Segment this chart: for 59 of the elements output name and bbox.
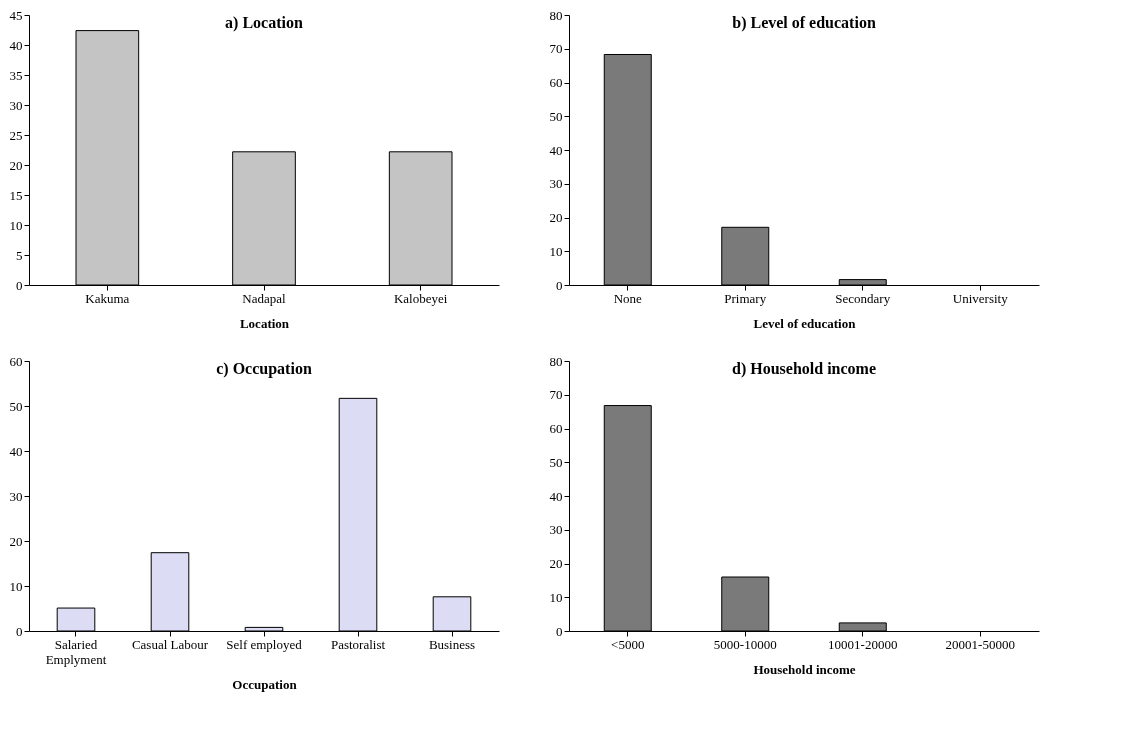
x-tick-label: Business bbox=[428, 636, 476, 652]
chart-title: b) Level of education bbox=[732, 14, 876, 32]
y-tick-label: 35 bbox=[9, 67, 23, 83]
y-tick-label: 40 bbox=[549, 142, 563, 158]
y-tick-label: 10 bbox=[9, 217, 23, 233]
y-tick-label: 25 bbox=[9, 127, 23, 143]
y-tick-label: 10 bbox=[549, 589, 563, 605]
x-tick-label: Kalobeyei bbox=[393, 290, 448, 306]
x-tick-label: 20001-50000 bbox=[945, 636, 1015, 652]
x-tick-label: Salaried Emplyment bbox=[45, 636, 107, 667]
y-tick-label: 30 bbox=[9, 97, 23, 113]
y-tick-label: 15 bbox=[9, 187, 23, 203]
y-tick-label: 70 bbox=[549, 41, 563, 57]
y-tick-label: 80 bbox=[549, 353, 563, 369]
x-tick-label: 5000-10000 bbox=[713, 636, 777, 652]
y-tick-label: 20 bbox=[549, 210, 563, 225]
y-tick-label: 20 bbox=[549, 556, 563, 571]
y-tick-label: 40 bbox=[9, 443, 23, 459]
y-tick-label: 20 bbox=[9, 157, 23, 173]
chart-title: d) Household income bbox=[731, 360, 877, 378]
x-axis-title: Level of education bbox=[753, 315, 857, 331]
y-tick-label: 50 bbox=[549, 108, 563, 124]
x-axis-title: Household income bbox=[753, 661, 856, 677]
y-tick-label: 30 bbox=[9, 488, 23, 504]
x-tick-label: Secondary bbox=[835, 290, 891, 306]
y-tick-label: 10 bbox=[549, 243, 563, 259]
y-tick-label: 10 bbox=[9, 578, 23, 594]
y-tick-label: 70 bbox=[549, 387, 563, 403]
y-tick-label: 45 bbox=[9, 7, 23, 23]
x-tick-label: Kakuma bbox=[85, 290, 130, 306]
y-tick-label: 0 bbox=[556, 623, 563, 639]
y-tick-label: 5 bbox=[16, 247, 23, 263]
x-tick-label: Self employed bbox=[226, 636, 303, 652]
x-tick-label: Nadapal bbox=[242, 290, 287, 306]
y-tick-label: 60 bbox=[9, 353, 23, 369]
x-tick-label: University bbox=[952, 290, 1009, 306]
x-tick-label: <5000 bbox=[611, 636, 645, 652]
y-tick-label: 20 bbox=[9, 533, 23, 549]
y-tick-label: 50 bbox=[9, 398, 23, 414]
chart-title: a) Location bbox=[225, 14, 303, 32]
y-tick-label: 60 bbox=[549, 421, 563, 436]
chart-title: c) Occupation bbox=[216, 360, 312, 378]
x-axis-title: Occupation bbox=[232, 676, 298, 692]
y-tick-label: 0 bbox=[16, 277, 23, 293]
y-tick-label: 60 bbox=[549, 75, 563, 90]
y-tick-label: 30 bbox=[549, 176, 563, 192]
y-tick-label: 0 bbox=[16, 623, 23, 639]
x-tick-label: None bbox=[613, 290, 643, 306]
x-tick-label: Primary bbox=[724, 290, 767, 306]
x-axis-title: Location bbox=[239, 315, 290, 331]
y-tick-label: 40 bbox=[549, 488, 563, 504]
y-tick-label: 80 bbox=[549, 7, 563, 23]
x-tick-label: Pastoralist bbox=[330, 636, 386, 652]
x-tick-label: 10001-20000 bbox=[828, 636, 898, 652]
y-tick-label: 50 bbox=[549, 454, 563, 470]
y-tick-label: 0 bbox=[556, 277, 563, 293]
y-tick-label: 40 bbox=[9, 37, 23, 53]
x-tick-label: Casual Labour bbox=[131, 636, 209, 652]
y-tick-label: 30 bbox=[549, 522, 563, 538]
